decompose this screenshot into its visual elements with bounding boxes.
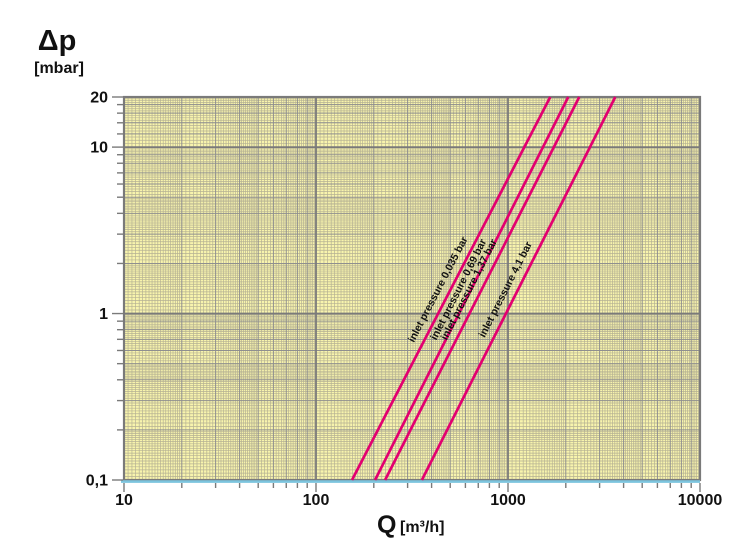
axis-ticks [112,96,701,492]
series-line [373,96,570,481]
grid-fine-lines [124,97,700,480]
series-line [420,96,617,481]
y-tick-label: 20 [90,90,108,107]
x-axis-unit: [m³/h] [400,519,444,536]
series-line [383,96,581,481]
y-axis-title: Δp [38,25,77,57]
series-lines [350,96,617,481]
y-tick-label: 1 [99,306,108,323]
tick-labels: 10 100 1000 10000 20 10 1 0,1 [86,90,723,510]
x-axis-title: Q [377,511,396,539]
y-tick-label: 0,1 [86,473,108,490]
x-tick-label: 10000 [678,492,723,509]
x-tick-label: 1000 [490,492,526,509]
x-tick-label: 10 [115,492,133,509]
y-tick-label: 10 [90,140,108,157]
x-tick-label: 100 [303,492,330,509]
plot-background [124,97,700,480]
grid-minor-lines [124,97,700,480]
series-line [350,96,552,481]
y-axis-unit: [mbar] [34,60,84,77]
plot-border [122,95,702,482]
